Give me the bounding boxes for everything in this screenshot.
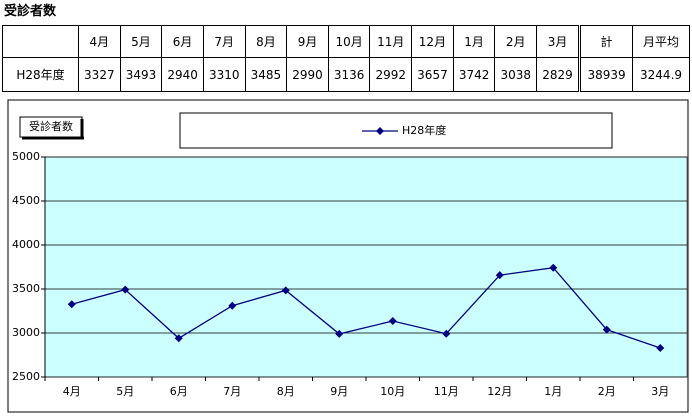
y-tick-label: 3000 bbox=[12, 326, 40, 339]
data-point bbox=[656, 344, 665, 353]
x-tick-label: 10月 bbox=[380, 385, 405, 398]
x-tick-label: 6月 bbox=[170, 385, 188, 398]
y-tick-label: 4500 bbox=[12, 194, 40, 207]
x-tick-label: 9月 bbox=[330, 385, 348, 398]
y-tick-label: 2500 bbox=[12, 370, 40, 383]
x-tick-label: 1月 bbox=[544, 385, 562, 398]
data-row: H28年度 3327 3493 2940 3310 3485 2990 3136 2992 365… bbox=[2, 57, 690, 92]
plot-area bbox=[44, 156, 688, 378]
cell: 38939 bbox=[578, 57, 634, 92]
x-tick-label: 11月 bbox=[434, 385, 459, 398]
x-tick-label: 4月 bbox=[63, 385, 81, 398]
data-table: 4月 5月 6月 7月 8月 9月 10月 11月 12月 1月 2月 3月計月平均 H28年度 332… bbox=[2, 25, 690, 92]
data-point bbox=[281, 286, 290, 295]
y-tick-label: 3500 bbox=[12, 282, 40, 295]
header-row: 4月 5月 6月 7月 8月 9月 10月 11月 12月 1月 2月 3月計月平均 bbox=[2, 25, 690, 58]
cell: 3742 bbox=[452, 57, 496, 92]
legend-marker bbox=[376, 127, 384, 135]
cell: 3485 bbox=[244, 57, 288, 92]
data-point bbox=[67, 300, 76, 309]
data-point bbox=[228, 301, 237, 310]
y-tick-label: 4000 bbox=[12, 238, 40, 251]
cell: 3310 bbox=[202, 57, 246, 92]
column-header: 6月 bbox=[161, 25, 204, 58]
x-tick-label: 3月 bbox=[651, 385, 669, 398]
column-header: 9月 bbox=[286, 25, 329, 58]
cell: 3038 bbox=[494, 57, 538, 92]
corner-cell bbox=[2, 25, 79, 58]
cell: 3244.9 bbox=[632, 57, 690, 92]
cell: 2829 bbox=[536, 57, 581, 92]
column-header: 10月 bbox=[327, 25, 371, 58]
x-tick-label: 5月 bbox=[116, 385, 134, 398]
x-tick-label: 8月 bbox=[277, 385, 295, 398]
y-tick-label: 5000 bbox=[12, 150, 40, 163]
legend-label: H28年度 bbox=[402, 123, 446, 137]
x-tick-label: 12月 bbox=[487, 385, 512, 398]
row-label: H28年度 bbox=[2, 57, 79, 92]
page-title: 受診者数 bbox=[4, 4, 57, 19]
data-point bbox=[335, 329, 344, 338]
y-axis-label: 受診者数 bbox=[29, 119, 73, 133]
data-point bbox=[549, 263, 558, 272]
column-header: 11月 bbox=[369, 25, 413, 58]
data-point bbox=[442, 329, 451, 338]
x-tick-label: 2月 bbox=[598, 385, 616, 398]
cell: 3657 bbox=[411, 57, 454, 92]
data-point bbox=[495, 271, 504, 280]
cell: 2990 bbox=[286, 57, 329, 92]
data-point bbox=[602, 325, 611, 334]
column-header: 2月 bbox=[494, 25, 538, 58]
series-line bbox=[71, 267, 661, 349]
cell: 3327 bbox=[78, 57, 121, 92]
column-header: 12月 bbox=[411, 25, 454, 58]
cell: 3493 bbox=[119, 57, 163, 92]
data-point bbox=[174, 334, 183, 343]
column-header: 計 bbox=[578, 25, 634, 58]
column-header: 月平均 bbox=[632, 25, 690, 58]
data-point bbox=[388, 317, 397, 326]
x-tick-label: 7月 bbox=[223, 385, 241, 398]
column-header: 4月 bbox=[78, 25, 121, 58]
data-point bbox=[121, 285, 130, 294]
